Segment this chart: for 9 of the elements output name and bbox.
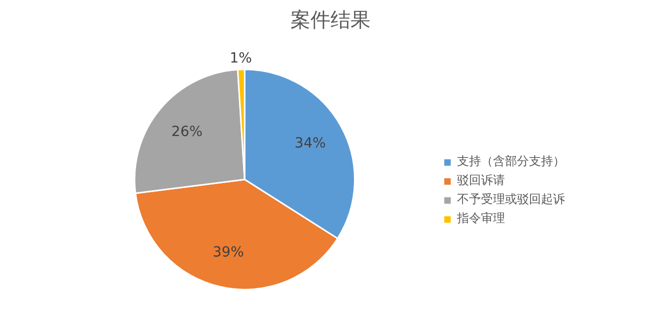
legend-label: 不予受理或驳回起诉 [457, 191, 565, 208]
chart-title: 案件结果 [290, 8, 370, 32]
legend-label: 驳回诉请 [457, 172, 505, 189]
legend-label: 指令审理 [457, 210, 505, 227]
data-label: 39% [212, 244, 244, 260]
legend-label: 支持（含部分支持） [457, 153, 565, 170]
data-label: 26% [171, 124, 203, 140]
data-label: 34% [294, 135, 326, 152]
data-label: 1% [230, 50, 252, 67]
